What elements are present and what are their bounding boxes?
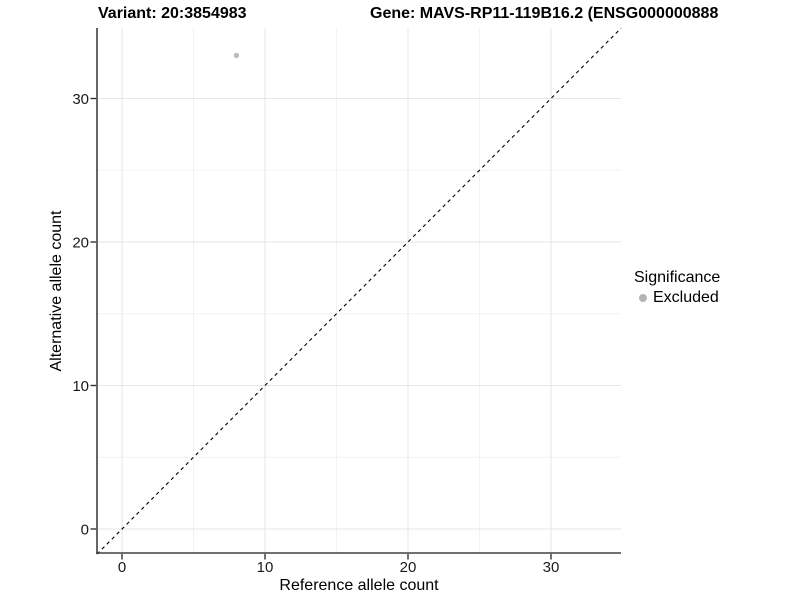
y-tick-label: 10 [72,378,89,395]
identity-dashed-line [96,27,622,555]
plot-title-gene: Gene: MAVS-RP11-119B16.2 (ENSG000000888 [370,5,719,22]
legend-item-label: Excluded [653,289,719,306]
legend-title: Significance [634,269,721,286]
legend-dot-icon [639,294,647,302]
y-axis-title: Alternative allele count [48,210,65,372]
legend: Significance Excluded [634,268,720,308]
x-tick-label: 10 [257,559,274,576]
plot-title-variant: Variant: 20:3854983 [98,5,247,22]
x-axis-title: Reference allele count [279,577,439,594]
x-tick-label: 20 [400,559,417,576]
y-tick-label: 20 [72,235,89,252]
data-point [233,52,240,59]
y-tick-label: 30 [72,91,89,108]
legend-item-excluded: Excluded [634,288,720,308]
x-tick-label: 0 [118,559,126,576]
x-tick-label: 30 [543,559,560,576]
y-tick-label: 0 [81,522,89,539]
